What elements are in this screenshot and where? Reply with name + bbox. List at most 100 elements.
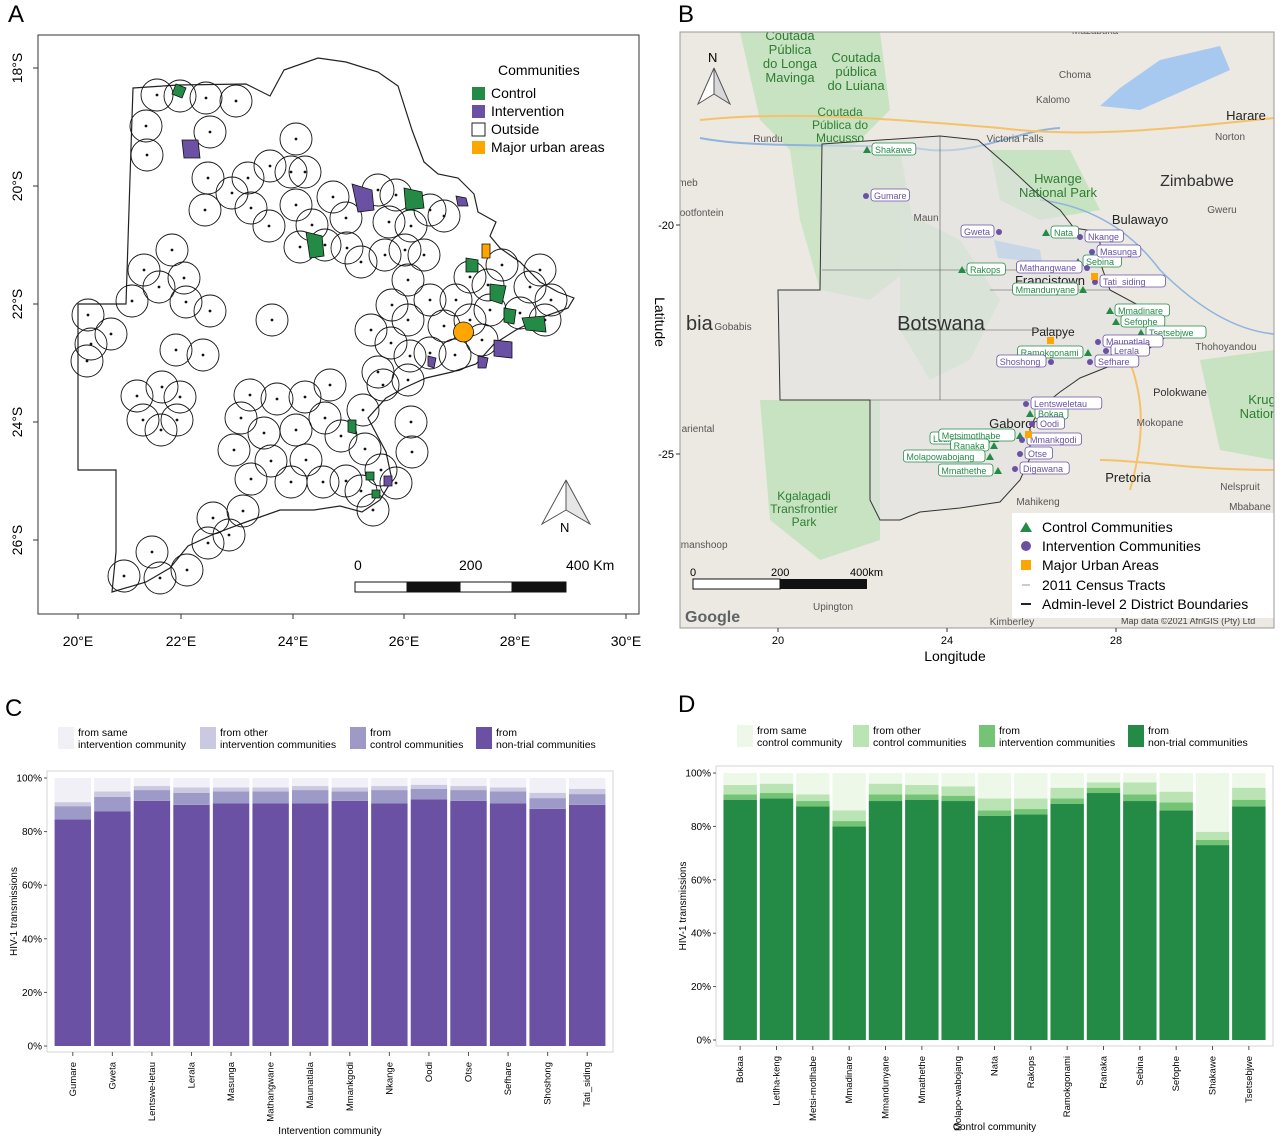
community-fill [181,139,201,159]
bar-shoshong-0 [529,808,566,1046]
community-centroid [538,268,542,272]
community-centroid [408,354,412,358]
x-tick-label: Maunatlala [305,1061,316,1108]
bar-gweta-2 [94,791,131,797]
bar-otse-1 [450,790,487,801]
bar-molapo-wabojang-1 [941,795,975,802]
control-community-marker [1026,410,1034,417]
bar-mmathethe-0 [905,799,939,1040]
community-cell [393,339,427,373]
bar-lerala-3 [173,778,210,788]
bar-lerala-1 [173,792,210,805]
bar-mmandunyane-3 [868,773,903,784]
community-cell [288,380,322,414]
bar-maunatlala-0 [292,803,329,1046]
map-place-label: Thohoyandou [1195,342,1256,353]
map-place-label: Park [792,515,818,529]
community-cell [234,191,268,225]
panel-b-scalebar-0: 0 [690,567,696,579]
community-cell [306,465,340,499]
panel-a-north-arrow: N [540,479,592,535]
control-community-marker [1079,286,1087,293]
community-cell [224,401,258,435]
community-centroid [500,263,504,267]
control-community-marker [1084,349,1092,356]
map-place-label: Norton [1215,132,1245,143]
panel-b-legend-census: 2011 Census Tracts [1042,577,1165,593]
community-fill [171,83,187,99]
panel-b-legend-control: Control Communities [1042,519,1173,535]
community-centroid [170,248,174,252]
y-tick-label: 40% [691,929,711,940]
legend-swatch-control [472,87,485,100]
control-community-marker [1042,229,1050,236]
bar-masunga-2 [212,787,250,792]
bar-shakawe-2 [1195,831,1230,840]
google-logo: Google [685,609,740,626]
bar-sebina-1 [1123,794,1157,802]
map-place-label: Choma [1059,70,1092,81]
a-ytick-label: 24°S [9,407,25,438]
community-centroid [85,359,89,363]
community-tag-box [1024,446,1054,460]
community-fill [477,355,489,369]
map-place-label: Mahikeng [1016,497,1059,508]
community-centroid [303,170,307,174]
community-centroid [442,214,446,218]
community-tag-label: Oodi [1040,419,1059,429]
bar-mmadinare-0 [832,826,866,1040]
panel-a-letter: A [8,1,24,28]
panel-a-legend: Communities Control Intervention Outside… [471,62,605,155]
bar-oodi-0 [410,799,448,1046]
community-centroid [518,311,522,315]
legend-label: control communities [873,737,966,749]
map-place-label: meb [678,178,698,189]
legend-swatch-urban [472,141,485,154]
panel-a-frame [37,34,640,615]
community-centroid [488,308,492,312]
bar-oodi-1 [410,788,448,800]
bar-mmathethe-2 [905,785,939,795]
community-cell [372,205,406,239]
bar-gumare-3 [54,778,91,803]
community-centroid [294,428,298,432]
legend-swatch [1128,725,1144,747]
legend-label: from [370,727,391,739]
community-centroid [204,96,208,100]
control-community-marker [1106,307,1114,314]
panel-a-legend-title: Communities [498,62,580,78]
bar-metsi-motlhabe-2 [796,794,830,802]
legend-label: intervention communities [999,737,1115,749]
control-community-marker [994,467,1002,474]
map-place-label: ariental [682,424,715,435]
community-cell [169,285,203,319]
community-tag-label: Ramokgonami [1021,348,1079,358]
bar-shakawe-0 [1195,845,1230,1040]
bar-mmankgodi-0 [331,800,368,1046]
community-cell [127,253,161,287]
bar-ramokgonami-0 [1050,803,1084,1040]
legend-label: from [1148,725,1169,737]
bar-sebina-0 [1123,801,1157,1040]
bar-ranaka-1 [1086,787,1121,794]
community-centroid [344,479,348,483]
bar-mmankgodi-1 [331,791,368,801]
map-place-label: Mokopane [1137,418,1184,429]
bar-letlha-keng-2 [759,783,794,794]
urban-area-marker [1047,337,1054,344]
community-fill [455,195,469,207]
community-centroid [208,130,212,134]
community-cell [407,238,441,272]
community-tag-label: Lentsweletau [1034,399,1087,409]
community-cell [253,149,287,183]
community-tag-label: Metsimotlhabe [942,431,1001,441]
a-xtick-label: 24°E [278,633,309,649]
urban-area-marker [1025,431,1032,438]
bar-nkange-2 [371,786,408,791]
community-tag-label: Molapowabojang [906,452,974,462]
community-cell [255,303,289,337]
community-centroid [428,208,432,212]
panel-d-letter: D [678,691,695,718]
community-centroid [406,278,410,282]
community-tag-label: Gweta [964,227,990,237]
